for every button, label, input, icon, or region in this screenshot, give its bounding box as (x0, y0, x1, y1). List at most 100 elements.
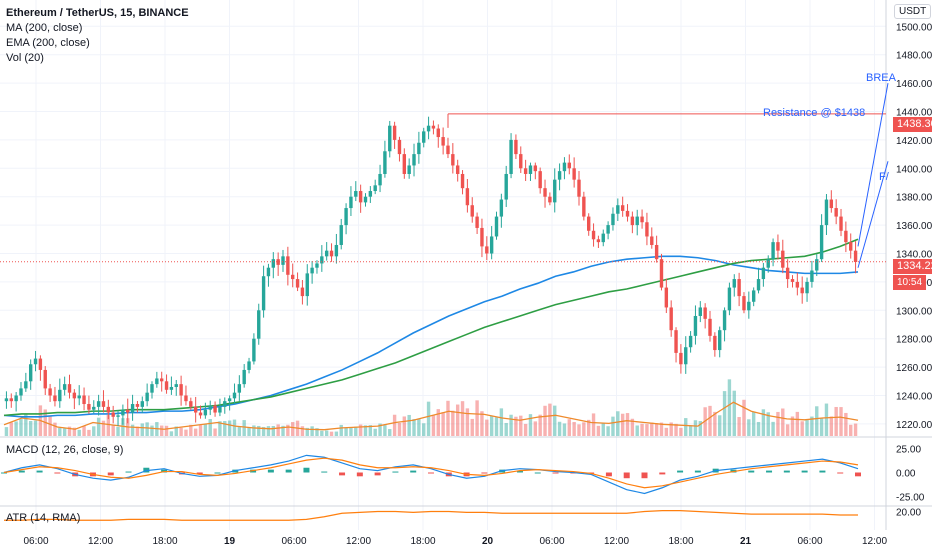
resistance-price-tag: 1438.30 (893, 117, 932, 132)
candle-body (150, 384, 154, 393)
candle-body (378, 173, 382, 186)
candle-body (494, 216, 499, 237)
volume-bar (58, 427, 62, 436)
volume-bar (853, 423, 858, 436)
legend-vol[interactable]: Vol (20) (6, 52, 44, 64)
volume-bar (693, 420, 698, 436)
legend-ema[interactable]: EMA (200, close) (6, 37, 90, 49)
candle-body (693, 315, 698, 336)
price-tick-label: 1460.00 (896, 79, 932, 90)
volume-bar (800, 421, 804, 436)
macd-histogram-bar (819, 470, 826, 473)
volume-bar (242, 420, 246, 436)
volume-bar (271, 425, 275, 436)
volume-bar (82, 426, 86, 436)
volume-bar (150, 425, 154, 436)
price-tick-label: 1220.00 (896, 420, 932, 431)
price-tick-label: 1480.00 (896, 51, 932, 62)
macd-histogram-bar (321, 471, 328, 473)
candle-body (436, 128, 440, 138)
candle-body (164, 381, 169, 390)
candle-body (4, 398, 9, 402)
candle-body (519, 154, 523, 169)
volume-bar (776, 411, 780, 436)
volume-bar (810, 416, 814, 436)
volume-bar (567, 419, 571, 436)
candle-body (790, 279, 795, 282)
volume-bar (218, 421, 222, 436)
volume-bar (465, 408, 470, 436)
volume-bar (543, 405, 547, 436)
volume-bar (305, 427, 309, 436)
candle-body (344, 208, 348, 226)
candle-body (227, 398, 232, 402)
candle-body (732, 279, 736, 288)
time-tick-label: 21 (740, 536, 752, 547)
volume-bar (378, 423, 382, 436)
candle-body (465, 188, 470, 206)
candle-body (698, 307, 702, 316)
candle-body (315, 263, 319, 268)
candle-body (407, 165, 411, 174)
candle-body (184, 395, 188, 402)
macd-histogram-bar (855, 472, 861, 477)
candle-body (713, 335, 717, 351)
candle-body (422, 131, 426, 143)
volume-bar (849, 424, 853, 436)
candle-body (261, 276, 266, 311)
candle-body (747, 301, 751, 311)
candle-body (213, 405, 217, 413)
candle-body (795, 281, 800, 288)
candle-body (776, 242, 780, 251)
macd-histogram-bar (196, 472, 203, 475)
candle-body (87, 404, 91, 410)
candle-body (397, 139, 402, 155)
volume-bar (587, 419, 591, 436)
legend-ma[interactable]: MA (200, close) (6, 22, 83, 34)
volume-bar (815, 406, 819, 436)
macd-legend[interactable]: MACD (12, 26, close, 9) (6, 444, 124, 456)
volume-bar (92, 426, 96, 436)
candle-body (329, 250, 334, 257)
candle-body (271, 259, 275, 268)
macd-histogram-bar (214, 472, 221, 474)
price-tick-label: 1360.00 (896, 221, 932, 232)
volume-bar (19, 419, 23, 436)
volume-bar (475, 400, 479, 436)
volume-bar (174, 426, 178, 436)
candle-body (722, 310, 727, 331)
candle-body (567, 162, 571, 169)
price-tick-label: 1340.00 (896, 250, 932, 261)
volume-bar (315, 428, 319, 436)
candle-body (557, 171, 562, 180)
currency-button[interactable]: USDT (894, 4, 932, 19)
volume-bar (266, 426, 271, 436)
volume-bar (417, 418, 421, 436)
candle-body (640, 216, 644, 223)
time-tick-label: 20 (482, 536, 494, 547)
candle-body (514, 139, 518, 155)
volume-bar (300, 426, 305, 436)
macd-histogram-bar (516, 470, 523, 473)
time-tick-label: 12:00 (346, 536, 371, 547)
candle-body (611, 213, 615, 226)
volume-bar (184, 429, 188, 436)
candle-body (334, 244, 339, 257)
atr-line (4, 510, 858, 521)
candle-body (674, 330, 678, 353)
volume-bar (795, 411, 800, 436)
volume-bar (785, 424, 790, 436)
candle-body (819, 225, 824, 260)
candle-body (402, 154, 407, 174)
candle-body (218, 406, 222, 413)
volume-bar (460, 401, 465, 436)
volume-bar (111, 425, 115, 436)
volume-bar (344, 427, 348, 436)
candle-body (126, 409, 130, 413)
volume-bar (145, 422, 149, 436)
candle-body (630, 216, 635, 226)
volume-bar (67, 426, 72, 436)
atr-legend[interactable]: ATR (14, RMA) (6, 512, 81, 524)
